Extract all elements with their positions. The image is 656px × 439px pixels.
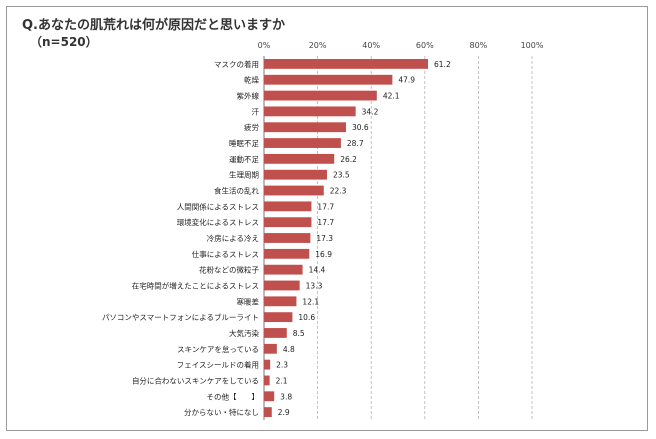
category-label: 大気汚染 [229, 328, 259, 338]
bar [264, 138, 341, 148]
bar [264, 106, 356, 117]
x-tick-label: 40% [362, 41, 380, 50]
bar [264, 359, 271, 370]
category-label: 紫外線 [237, 91, 260, 101]
category-label: 人間関係によるストレス [177, 202, 259, 211]
bar [264, 122, 347, 133]
data-label: 34.2 [362, 107, 379, 116]
category-label: 乾燥 [244, 75, 259, 85]
chart-title: Q.あなたの肌荒れは何が原因だと思いますか [22, 18, 285, 33]
bar [264, 328, 287, 338]
bar [264, 312, 293, 323]
data-label: 12.1 [302, 297, 319, 306]
data-label: 13.3 [306, 281, 323, 290]
data-label: 2.1 [276, 376, 288, 385]
bar [264, 233, 311, 243]
data-label: 17.7 [317, 202, 334, 211]
data-label: 2.9 [278, 408, 290, 417]
category-label: フェイスシールドの着用 [177, 360, 259, 370]
bar [264, 74, 393, 85]
category-label: 在宅時間が増えたことによるストレス [132, 280, 259, 290]
data-label: 28.7 [347, 139, 364, 148]
data-label: 16.9 [315, 250, 332, 259]
data-label: 8.5 [293, 329, 305, 338]
bar [264, 375, 270, 386]
bar [264, 169, 327, 180]
bar [264, 248, 310, 259]
bar [264, 217, 312, 228]
data-label: 3.8 [280, 392, 292, 401]
data-label: 61.2 [434, 60, 451, 69]
category-label: 分からない・特になし [184, 407, 259, 417]
data-label: 10.6 [298, 313, 315, 322]
bar [264, 59, 429, 69]
category-label: 食生活の乱れ [214, 186, 259, 196]
category-label: マスクの着用 [214, 59, 259, 69]
x-tick-label: 60% [416, 41, 434, 50]
data-label: 17.3 [316, 234, 333, 243]
x-tick-label: 80% [470, 41, 488, 50]
category-label: 生理周期 [229, 170, 259, 180]
data-label: 47.9 [398, 76, 415, 85]
data-label: 23.5 [333, 171, 350, 180]
category-label: その他【 】 [207, 391, 260, 401]
bar [264, 185, 324, 196]
category-label: 睡眠不足 [229, 139, 259, 148]
category-label: 疲労 [244, 122, 259, 132]
bar [264, 280, 300, 291]
category-label: パソコンやスマートフォンによるブルーライト [102, 312, 259, 322]
bar [264, 407, 272, 417]
category-label: 環境変化によるストレス [177, 217, 259, 227]
data-label: 42.1 [383, 92, 400, 101]
category-label: 花粉などの微粒子 [199, 265, 259, 275]
bar [264, 343, 277, 354]
category-label: 仕事によるストレス [192, 249, 259, 259]
bar [264, 391, 275, 402]
category-label: 寒暖差 [237, 296, 260, 306]
bar [264, 201, 312, 212]
data-label: 26.2 [340, 155, 357, 164]
category-label: 運動不足 [229, 155, 259, 164]
category-label: 自分に合わないスキンケアをしている [132, 375, 259, 385]
data-label: 2.3 [276, 361, 288, 370]
bar [264, 153, 335, 164]
data-label: 30.6 [352, 123, 369, 132]
category-label: スキンケアを怠っている [177, 344, 259, 354]
data-label: 4.8 [283, 345, 295, 354]
bar [264, 90, 377, 101]
chart-subtitle: （n=520） [30, 35, 98, 49]
category-label: 冷房による冷え [207, 233, 259, 243]
data-label: 14.4 [309, 266, 326, 275]
bar [264, 296, 297, 307]
data-label: 17.7 [317, 218, 334, 227]
data-label: 22.3 [330, 187, 347, 196]
x-tick-label: 100% [521, 41, 544, 50]
bar [264, 264, 303, 275]
category-label: 汗 [252, 107, 260, 116]
x-tick-label: 20% [309, 41, 327, 50]
x-tick-label: 0% [258, 41, 271, 50]
